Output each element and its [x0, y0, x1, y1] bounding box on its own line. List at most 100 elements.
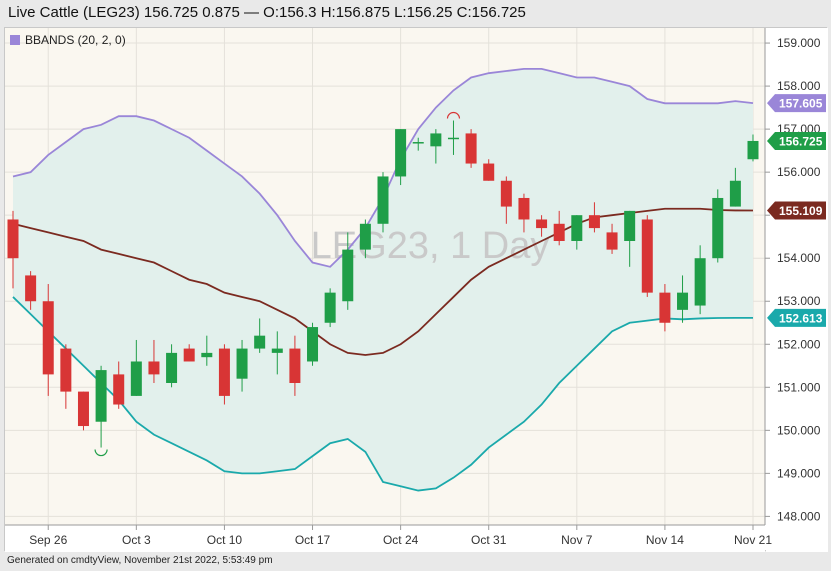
- candle-body: [571, 215, 583, 241]
- tag-background: [767, 131, 826, 150]
- candle-body: [166, 352, 178, 383]
- y-tick-label: 151.000: [777, 380, 821, 394]
- y-tick-label: 150.000: [777, 423, 821, 437]
- bollinger-band-fill: [13, 68, 753, 491]
- candle-body: [430, 133, 442, 147]
- candle-body: [500, 180, 512, 207]
- x-tick-label: Oct 24: [383, 533, 419, 547]
- candle: [7, 210, 19, 289]
- y-tick-label: 153.000: [777, 294, 821, 308]
- candle-body: [518, 197, 530, 220]
- candle-body: [465, 133, 477, 164]
- candle-body: [659, 292, 671, 323]
- candle: [641, 215, 653, 297]
- last-value-tag-middle: 155.109: [767, 201, 826, 220]
- tag-label: 152.613: [779, 311, 823, 325]
- x-tick-label: Nov 14: [646, 533, 684, 547]
- candle: [218, 344, 230, 405]
- candle: [42, 284, 54, 396]
- candle-body: [95, 370, 107, 422]
- tag-label: 155.109: [779, 204, 823, 218]
- indicator-legend: BBANDS (20, 2, 0): [10, 33, 126, 47]
- low-marker: [94, 449, 108, 457]
- candle-body: [359, 223, 371, 250]
- candle-body: [483, 163, 495, 181]
- candle: [25, 271, 37, 310]
- x-tick-label: Sep 26: [29, 533, 67, 547]
- last-value-tag-upper: 157.605: [767, 94, 826, 113]
- candle: [588, 202, 600, 233]
- candle-body: [60, 348, 72, 392]
- high-marker: [446, 111, 461, 119]
- candle: [342, 232, 354, 310]
- tag-background: [767, 308, 826, 327]
- legend-swatch: [10, 35, 20, 45]
- candle: [729, 167, 741, 207]
- candle: [694, 245, 706, 315]
- candle: [148, 339, 160, 383]
- candle-body: [77, 391, 89, 427]
- candle-body: [113, 374, 125, 405]
- candle: [677, 275, 689, 323]
- candle-body: [236, 348, 248, 379]
- candle: [447, 120, 459, 155]
- candle-body: [395, 129, 407, 177]
- candle-body: [588, 215, 600, 229]
- candle: [166, 344, 178, 388]
- candle-body: [377, 176, 389, 224]
- tag-label: 156.725: [779, 134, 823, 148]
- candle-body: [130, 361, 142, 396]
- tag-label: 157.605: [779, 97, 823, 111]
- candle-body: [412, 142, 424, 144]
- candle: [60, 344, 72, 409]
- candle-body: [624, 210, 636, 241]
- generated-footer: Generated on cmdtyView, November 21st 20…: [7, 555, 273, 566]
- plot-area[interactable]: LEG23, 1 Day 148.000 149.000 150.000 151.00…: [4, 27, 828, 552]
- y-tick-label: 158.000: [777, 79, 821, 93]
- chart-title: Live Cattle (LEG23) 156.725 0.875 — O:15…: [8, 4, 526, 21]
- lower-band-line: [12, 296, 753, 492]
- candle: [395, 129, 407, 186]
- candle: [201, 335, 213, 366]
- candle-body: [641, 219, 653, 293]
- candle: [359, 219, 371, 259]
- candlestick-chart[interactable]: LEG23, 1 Day 148.000149.000150.000151.00…: [5, 28, 828, 552]
- candle-body: [289, 348, 301, 383]
- x-tick-label: Oct 3: [122, 533, 151, 547]
- candle: [324, 288, 336, 328]
- candle-body: [148, 361, 160, 375]
- candle-body: [307, 327, 319, 362]
- x-tick-label: Nov 21: [734, 533, 772, 547]
- y-tick-label: 148.000: [777, 509, 821, 523]
- candle: [500, 176, 512, 224]
- candle: [712, 189, 724, 263]
- candle-body: [553, 223, 565, 241]
- candle: [747, 134, 759, 162]
- x-tick-label: Nov 7: [561, 533, 593, 547]
- candle-body: [218, 348, 230, 396]
- candle: [483, 159, 495, 181]
- y-tick-label: 156.000: [777, 165, 821, 179]
- candle-body: [254, 335, 266, 349]
- candle-body: [536, 219, 548, 229]
- candle-body: [7, 219, 19, 259]
- candle: [536, 215, 548, 237]
- candle: [113, 361, 125, 409]
- y-tick-label: 152.000: [777, 337, 821, 351]
- candle-body: [447, 137, 459, 140]
- last-value-tag-lower: 152.613: [767, 308, 826, 327]
- candle-body: [677, 292, 689, 310]
- candle-body: [694, 258, 706, 306]
- candle: [271, 331, 283, 375]
- candle-body: [271, 348, 283, 353]
- candle: [254, 318, 266, 353]
- candle: [130, 339, 142, 396]
- y-tick-label: 149.000: [777, 466, 821, 480]
- candle: [236, 339, 248, 392]
- candles: [7, 120, 759, 448]
- extreme-markers: [94, 111, 461, 457]
- last-value-tags: 157.605 156.725 155.109 152.613: [767, 94, 826, 327]
- candle: [377, 172, 389, 233]
- y-tick-label: 159.000: [777, 36, 821, 50]
- candle: [183, 344, 195, 362]
